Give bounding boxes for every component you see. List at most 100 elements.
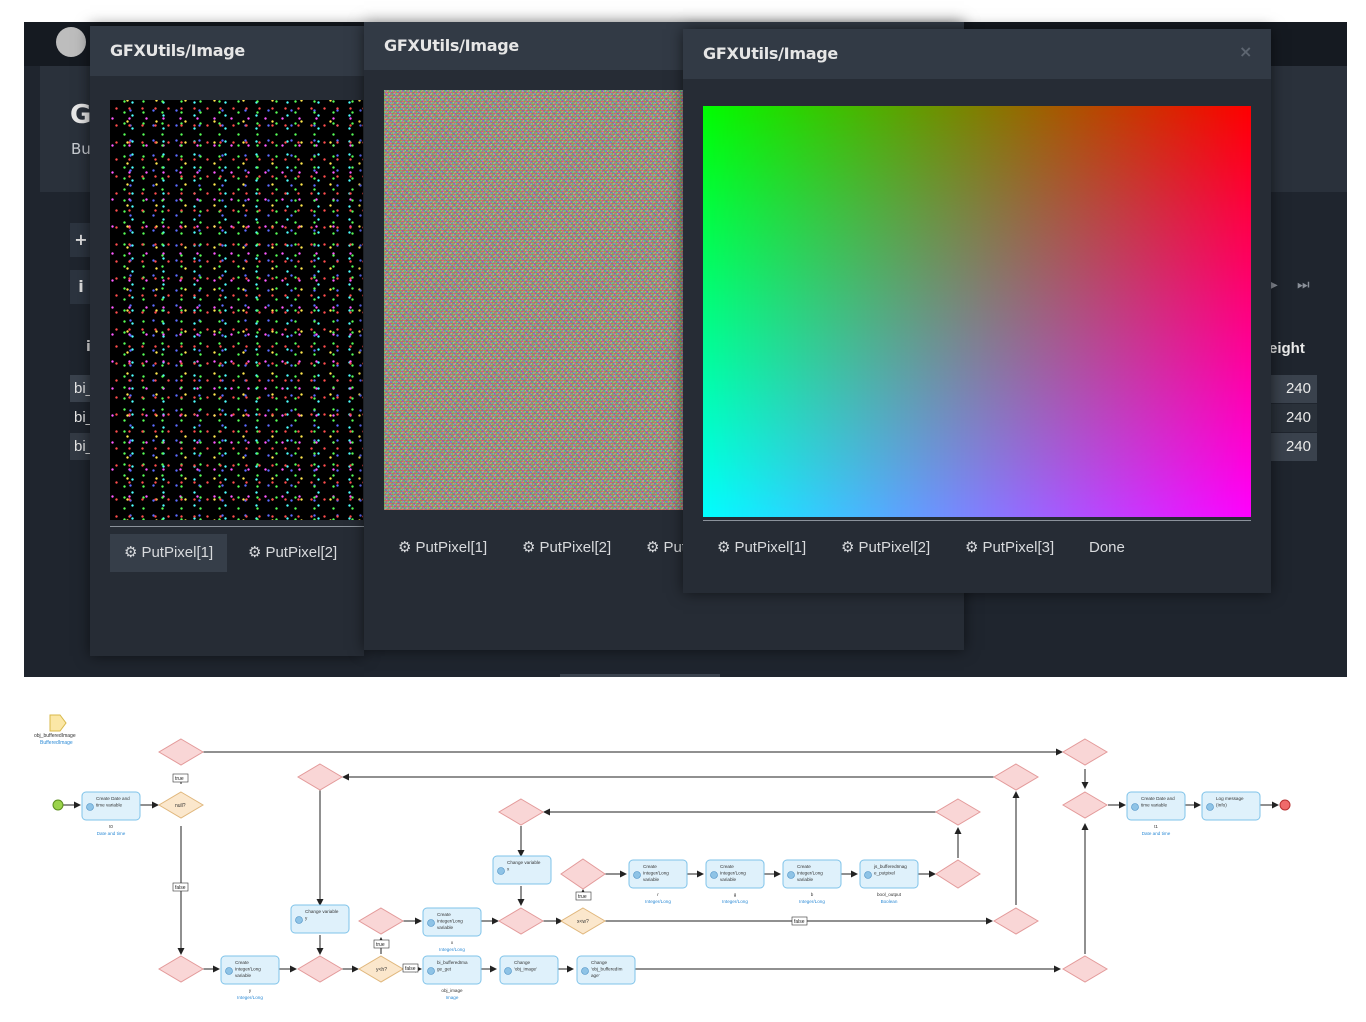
branch-labels: true false true false true false bbox=[172, 773, 808, 973]
add-button[interactable]: + bbox=[70, 223, 92, 257]
activity-output-name: obj_image bbox=[441, 988, 463, 993]
activity-a9[interactable]: js_bufferedImag e_putpixel bool_output Bool… bbox=[859, 859, 919, 904]
parameter-obj-bufferedimage[interactable]: obj_bufferedImage BufferedImage bbox=[34, 714, 76, 746]
activity-icon bbox=[225, 967, 233, 975]
activity-a14[interactable]: Log message (Info) bbox=[1201, 791, 1261, 821]
activity-a10[interactable]: bi_bufferedIma ge_get obj_image Image bbox=[422, 955, 482, 1000]
tab-putpixel-3[interactable]: ⚙ PutPixel[3] bbox=[951, 529, 1068, 567]
tab-label: PutPixel[1] bbox=[141, 544, 214, 561]
activity-icon bbox=[581, 967, 589, 975]
tab-putpixel-3[interactable]: ⚙ Put bbox=[632, 529, 700, 567]
tab-putpixel-1[interactable]: ⚙ PutPixel[1] bbox=[703, 529, 820, 567]
activity-label: Create bbox=[720, 864, 734, 869]
table-row[interactable]: bi_ bbox=[74, 409, 95, 426]
activity-box bbox=[492, 855, 552, 885]
tab-putpixel-2[interactable]: ⚙ PutPixel[2] bbox=[827, 529, 944, 567]
tab-putpixel-1[interactable]: ⚙ PutPixel[1] bbox=[110, 534, 228, 572]
activity-label: variable bbox=[437, 925, 454, 930]
activity-output-type: Integer/Long bbox=[645, 899, 671, 904]
activity-box bbox=[859, 859, 919, 889]
scrollbar[interactable] bbox=[560, 674, 720, 677]
activity-icon bbox=[864, 871, 872, 879]
image-dialog-1: GFXUtils/Image ⚙ PutPixel[1] ⚙ PutPixel[2] bbox=[90, 26, 364, 656]
tab-label: PutPixel[2] bbox=[265, 544, 338, 561]
merge-gateway[interactable] bbox=[935, 798, 981, 826]
merge-gateway[interactable] bbox=[158, 738, 204, 766]
merge-gateway[interactable] bbox=[158, 955, 204, 983]
decision-null[interactable]: null? bbox=[158, 791, 204, 819]
branch-label-true: true bbox=[578, 894, 587, 900]
activity-label: Create Date and bbox=[96, 796, 130, 801]
merge-gateway[interactable] bbox=[1062, 791, 1108, 819]
activity-label: Create bbox=[437, 912, 451, 917]
activity-icon bbox=[710, 871, 718, 879]
merge-gateway[interactable] bbox=[297, 955, 343, 983]
next-page-icon[interactable]: ▶ bbox=[1267, 277, 1278, 293]
branch-label-box bbox=[575, 891, 592, 901]
activity-box bbox=[422, 907, 482, 937]
activity-label: bi_bufferedIma bbox=[437, 960, 468, 965]
activity-label: 'obj_bufferedIm bbox=[591, 967, 623, 972]
activity-label: variable bbox=[235, 973, 252, 978]
merge-gateway[interactable] bbox=[498, 798, 544, 826]
decision-x-less-w[interactable]: x<w? bbox=[560, 907, 606, 935]
merge-gateway[interactable] bbox=[297, 763, 343, 791]
activity-label: age' bbox=[591, 973, 600, 978]
start-event[interactable] bbox=[52, 799, 64, 811]
activity-output-name: bool_output bbox=[877, 892, 902, 897]
tab-label: Put bbox=[663, 539, 686, 556]
tab-putpixel-1[interactable]: ⚙ PutPixel[1] bbox=[384, 529, 501, 567]
end-event[interactable] bbox=[1279, 799, 1291, 811]
dialog-title: GFXUtils/Image bbox=[110, 41, 245, 60]
table-cell-height: 240 bbox=[1270, 375, 1317, 403]
page-title: G bbox=[70, 100, 92, 130]
decision-label: null? bbox=[175, 803, 186, 809]
merge-gateway[interactable] bbox=[498, 907, 544, 935]
activity-a3[interactable]: Change variable y bbox=[290, 904, 350, 934]
activity-box bbox=[628, 859, 688, 889]
activity-output-name: t1 bbox=[1154, 824, 1158, 829]
merge-gateway[interactable] bbox=[1062, 738, 1108, 766]
cell-value: 240 bbox=[1285, 438, 1311, 455]
tab-putpixel-2[interactable]: ⚙ PutPixel[2] bbox=[508, 529, 625, 567]
activity-box bbox=[576, 955, 636, 985]
merge-gateway[interactable] bbox=[1062, 955, 1108, 983]
decision-y-less-h[interactable]: y<h? bbox=[358, 955, 404, 983]
activity-a1[interactable]: Create Date and time variable t0 Date and t… bbox=[81, 791, 141, 836]
divider bbox=[110, 526, 364, 527]
cell-value: 240 bbox=[1285, 409, 1311, 426]
tab-putpixel-2[interactable]: ⚙ PutPixel[2] bbox=[234, 534, 351, 572]
close-icon[interactable]: × bbox=[1239, 42, 1253, 61]
merge-gateway[interactable] bbox=[358, 907, 404, 935]
activity-a13[interactable]: Create Date and time variable t1 Date and t… bbox=[1126, 791, 1186, 836]
parameter-type: BufferedImage bbox=[40, 740, 73, 746]
activity-label: Change variable bbox=[305, 909, 339, 914]
activity-a11[interactable]: Change 'obj_image' bbox=[499, 955, 559, 985]
merge-gateway[interactable] bbox=[993, 907, 1039, 935]
done-button[interactable]: Done bbox=[1089, 539, 1125, 556]
merge-gateway[interactable] bbox=[935, 859, 981, 889]
column-header-height[interactable]: eight bbox=[1269, 340, 1305, 357]
activity-box bbox=[1201, 791, 1261, 821]
activity-box bbox=[782, 859, 842, 889]
merge-gateway[interactable] bbox=[560, 858, 606, 890]
activity-a5[interactable]: Change variable x bbox=[492, 855, 552, 885]
activity-output-type: Integer/Long bbox=[722, 899, 748, 904]
activity-label: y bbox=[305, 916, 308, 921]
branch-label-box bbox=[402, 963, 419, 973]
last-page-icon[interactable]: ⏭ bbox=[1297, 277, 1310, 293]
branch-label-false: false bbox=[175, 885, 186, 891]
gear-icon: ⚙ bbox=[965, 539, 979, 556]
microflow-diagram: obj_bufferedImage BufferedImage null? y<… bbox=[34, 714, 1291, 1000]
activity-label: js_bufferedImag bbox=[873, 864, 907, 869]
delete-button[interactable]: i bbox=[70, 270, 92, 304]
merge-gateway[interactable] bbox=[993, 763, 1039, 791]
activity-a12[interactable]: Change 'obj_bufferedImage' bbox=[576, 955, 636, 985]
activity-output-type: Image bbox=[446, 995, 459, 1000]
avatar[interactable] bbox=[56, 27, 86, 57]
